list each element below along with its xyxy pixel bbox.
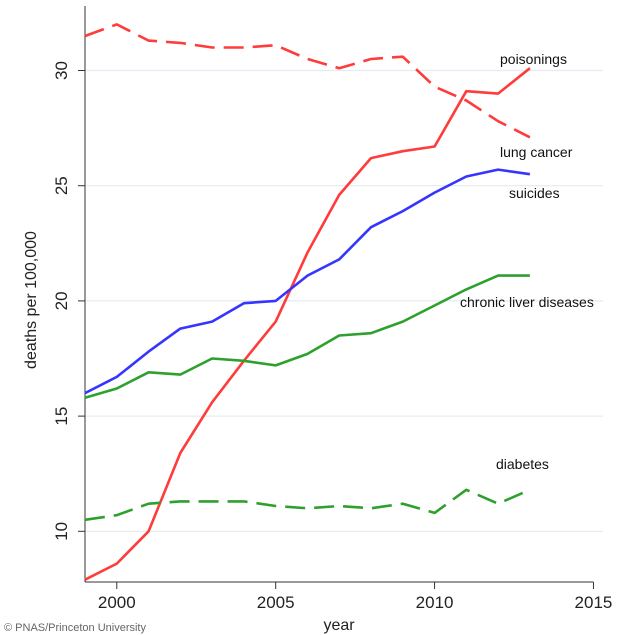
x-axis-title: year xyxy=(323,617,355,634)
series-label-chronic-liver-diseases: chronic liver diseases xyxy=(460,294,594,310)
x-tick-label: 2015 xyxy=(575,593,613,612)
series-label-suicides: suicides xyxy=(509,185,560,201)
y-tick-label: 15 xyxy=(52,407,71,426)
series-lines xyxy=(84,23,531,581)
series-label-lung-cancer: lung cancer xyxy=(500,144,573,160)
series-line-chronic-liver-diseases xyxy=(84,274,530,399)
series-label-poisonings: poisonings xyxy=(500,51,567,67)
x-tick-label: 2000 xyxy=(98,593,136,612)
x-tick-label: 2010 xyxy=(416,593,454,612)
y-tick-label: 30 xyxy=(52,61,71,80)
y-tick-label: 10 xyxy=(52,522,71,541)
image-credit: © PNAS/Princeton University xyxy=(4,622,146,634)
series-line-suicides xyxy=(84,168,531,395)
gridlines xyxy=(85,69,603,532)
series-line-diabetes xyxy=(84,488,531,522)
axes: 10 15 20 25 30 2000 2005 2010 2015 xyxy=(52,6,612,612)
series-line-lung-cancer xyxy=(84,23,531,139)
series-line-poisonings xyxy=(84,67,531,581)
y-tick-label: 20 xyxy=(52,291,71,310)
series-labels: poisonings lung cancer suicides chronic liv… xyxy=(460,51,594,472)
x-tick-label: 2005 xyxy=(257,593,295,612)
y-tick-label: 25 xyxy=(52,176,71,195)
series-label-diabetes: diabetes xyxy=(496,456,549,472)
y-axis-title: deaths per 100,000 xyxy=(23,231,40,369)
